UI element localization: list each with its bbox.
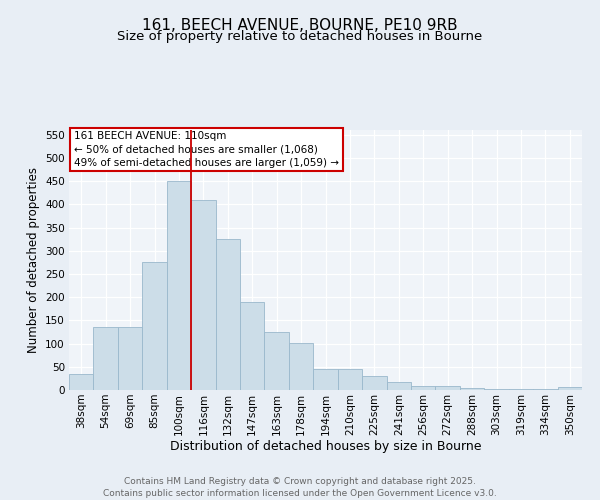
Bar bbox=[460, 388, 484, 390]
Text: 161 BEECH AVENUE: 110sqm
← 50% of detached houses are smaller (1,068)
49% of sem: 161 BEECH AVENUE: 110sqm ← 50% of detach… bbox=[74, 132, 339, 168]
Bar bbox=[313, 369, 338, 390]
Bar bbox=[533, 388, 557, 390]
Bar bbox=[215, 239, 240, 390]
Bar bbox=[118, 327, 142, 390]
Bar bbox=[484, 388, 509, 390]
Bar bbox=[142, 262, 167, 390]
Bar bbox=[362, 376, 386, 390]
Text: Contains HM Land Registry data © Crown copyright and database right 2025.
Contai: Contains HM Land Registry data © Crown c… bbox=[103, 476, 497, 498]
Bar bbox=[289, 342, 313, 390]
Bar bbox=[436, 386, 460, 390]
Text: Size of property relative to detached houses in Bourne: Size of property relative to detached ho… bbox=[118, 30, 482, 43]
Bar bbox=[167, 181, 191, 390]
Bar bbox=[191, 200, 215, 390]
Y-axis label: Number of detached properties: Number of detached properties bbox=[26, 167, 40, 353]
Bar bbox=[265, 332, 289, 390]
Bar bbox=[509, 388, 533, 390]
Bar bbox=[386, 382, 411, 390]
Text: 161, BEECH AVENUE, BOURNE, PE10 9RB: 161, BEECH AVENUE, BOURNE, PE10 9RB bbox=[142, 18, 458, 32]
Bar bbox=[69, 374, 94, 390]
Bar bbox=[411, 386, 436, 390]
X-axis label: Distribution of detached houses by size in Bourne: Distribution of detached houses by size … bbox=[170, 440, 481, 454]
Bar bbox=[94, 327, 118, 390]
Bar bbox=[240, 302, 265, 390]
Bar bbox=[557, 387, 582, 390]
Bar bbox=[338, 369, 362, 390]
